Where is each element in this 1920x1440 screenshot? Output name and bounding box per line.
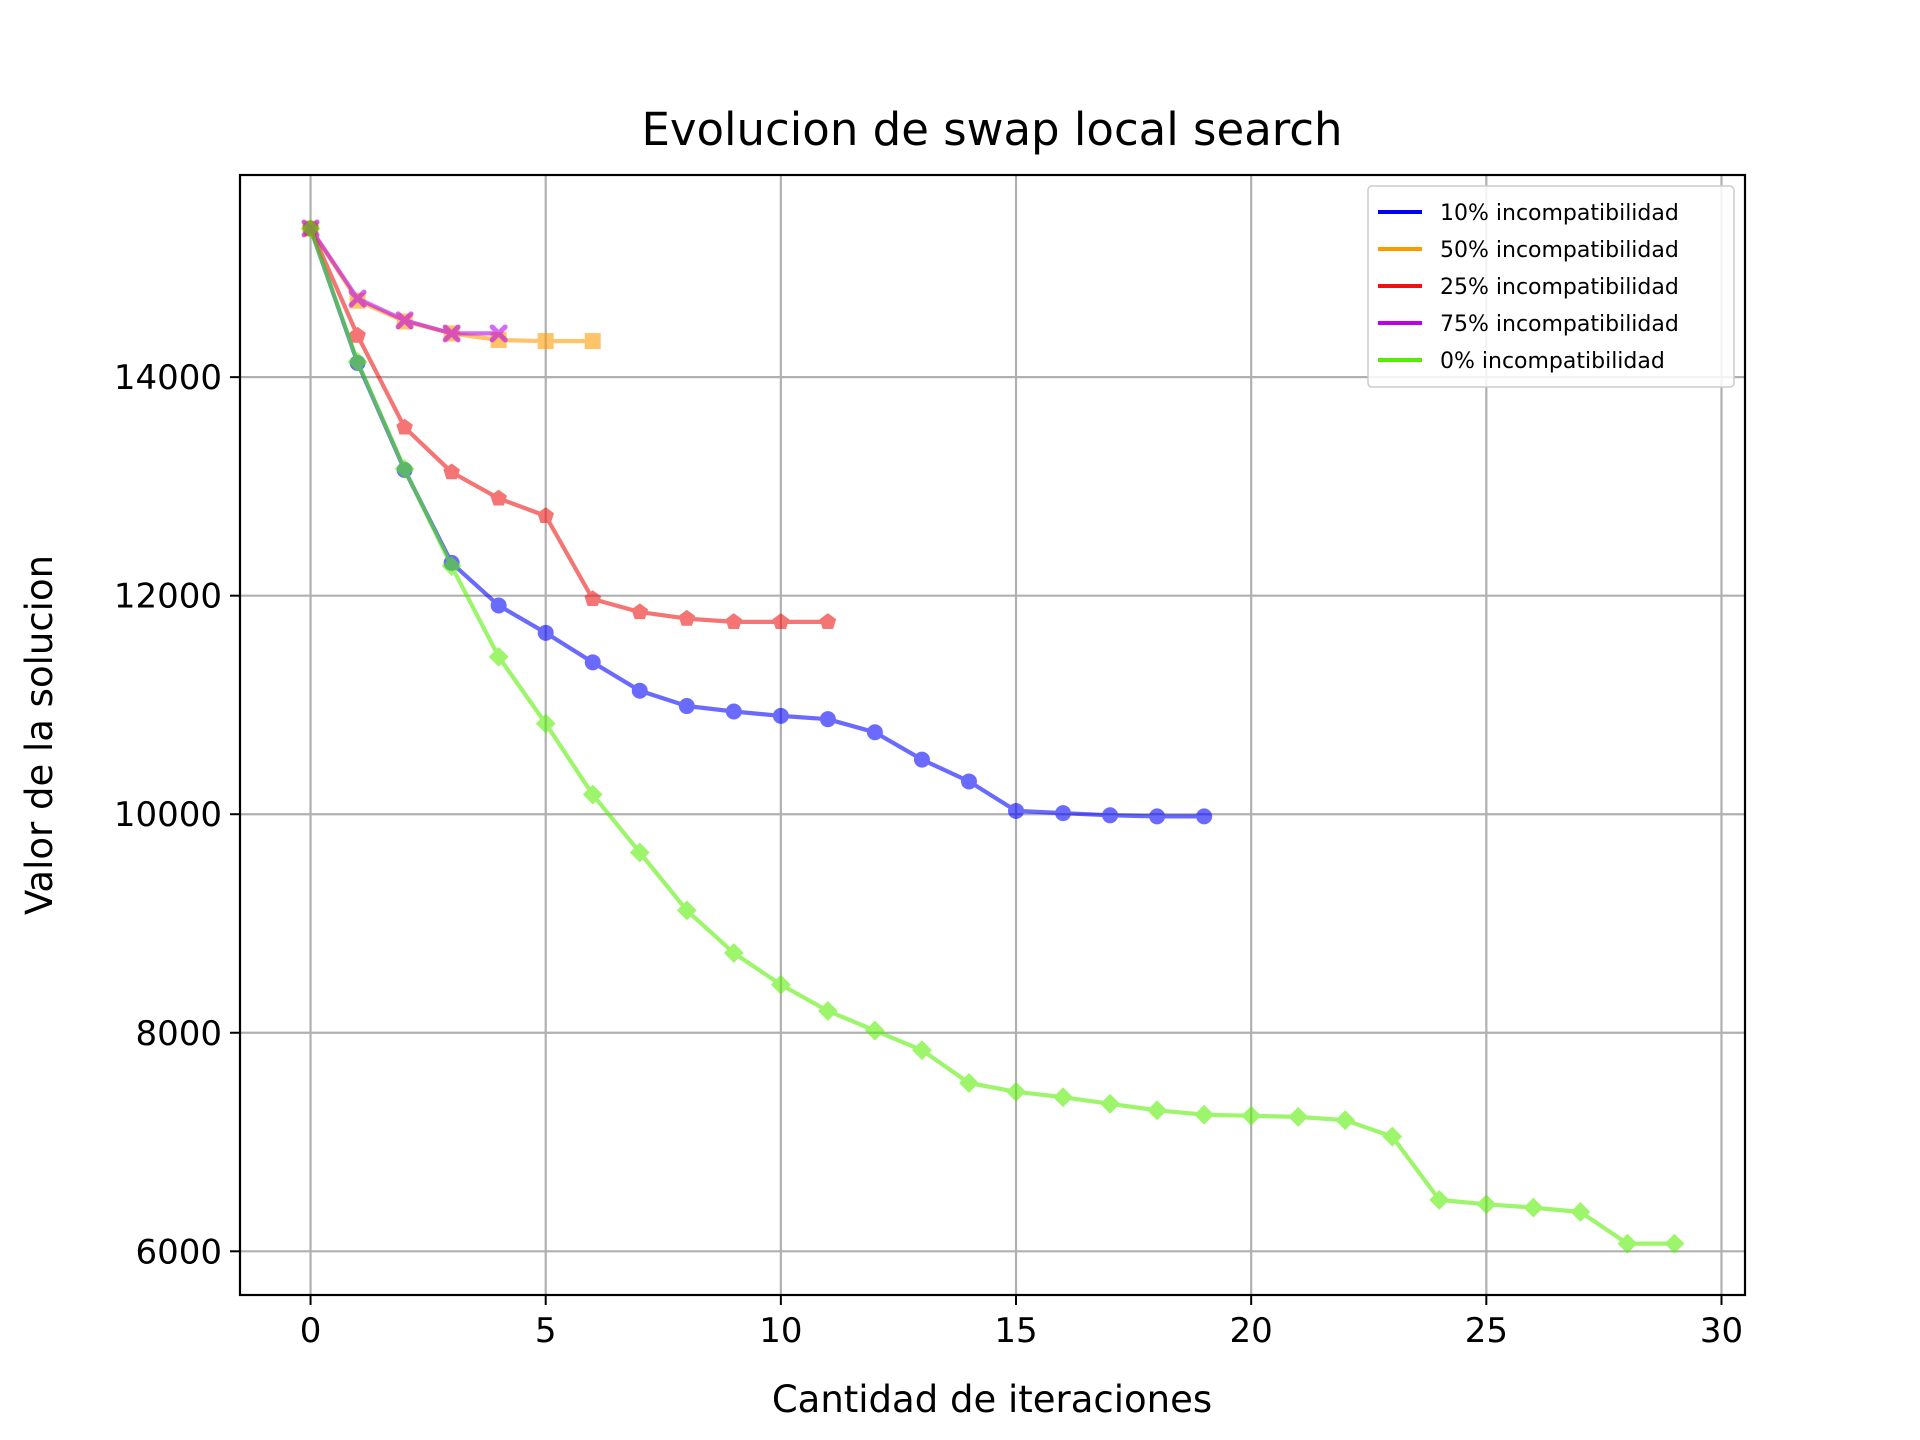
data-point [1570,1202,1591,1222]
data-point [441,556,462,577]
data-point [442,324,461,343]
data-point [1382,1126,1403,1147]
data-point [676,900,697,921]
data-point [537,333,554,350]
data-point [535,713,556,734]
data-point [443,463,460,480]
y-tick-label: 14000 [114,358,222,398]
data-point [1617,1233,1638,1254]
data-point [1147,1100,1168,1121]
data-point [1055,805,1072,822]
data-point [865,1020,885,1041]
legend: 10% incompatibilidad 50% incompatibilidad… [1367,185,1735,388]
y-tick-label: 6000 [135,1232,222,1272]
y-axis-title: Valor de la solucion [18,555,61,915]
data-point [1241,1105,1262,1126]
series-line [308,227,828,625]
data-point [537,624,554,641]
data-point [912,1040,932,1061]
data-point [678,698,695,715]
data-point [1335,1110,1356,1131]
series-layer [300,218,1685,1254]
data-point [1006,1081,1026,1102]
x-tick-label: 0 [300,1311,322,1351]
data-point [1429,1190,1450,1210]
data-point [960,773,977,790]
legend-box [1367,185,1735,388]
data-point [537,507,554,523]
data-point [490,597,507,614]
data-point [725,703,742,720]
data-point [772,613,790,629]
plot-frame [238,173,1747,1297]
data-point [819,711,836,728]
data-point [678,609,696,626]
data-point [772,707,789,724]
y-tick-label: 12000 [114,577,222,617]
data-point [1523,1197,1544,1218]
data-point [584,333,601,350]
data-point [817,1000,838,1021]
series-2 [302,219,837,629]
data-point [1102,807,1119,824]
data-point [1149,808,1166,825]
legend-label: 10% incompatibilidad [1440,201,1679,226]
data-point [1288,1106,1309,1127]
x-tick-label: 15 [994,1311,1037,1351]
data-point [723,943,744,963]
data-point [866,724,883,741]
data-point [490,489,507,506]
data-point [1196,808,1213,825]
data-point [1476,1194,1497,1215]
data-point [584,590,602,606]
y-tick-label: 10000 [114,795,222,835]
x-tick-label: 30 [1700,1311,1743,1351]
data-point [349,326,366,343]
data-point [394,459,415,479]
data-point [959,1073,979,1093]
data-point [582,784,603,805]
data-point [631,682,648,699]
data-point [1664,1233,1685,1254]
data-point [489,324,508,343]
data-point [1053,1087,1073,1108]
data-point [1194,1104,1215,1125]
x-tick-label: 5 [535,1311,557,1351]
tick-layer: 0 5 10 15 20 25 30 6000 8000 10000 12000 14000 [114,358,1743,1351]
legend-label: 25% incompatibilidad [1440,275,1679,300]
x-axis-title: Cantidad de iteraciones [772,1378,1212,1421]
data-point [347,351,368,372]
data-point [348,289,367,308]
series-4 [300,218,1685,1254]
x-tick-label: 10 [759,1311,802,1351]
data-point [396,418,413,435]
legend-label: 75% incompatibilidad [1440,312,1679,337]
chart-title: Evolucion de swap local search [641,103,1342,156]
data-point [488,646,509,667]
grid-layer [240,175,1745,1295]
data-point [584,654,601,671]
x-tick-label: 20 [1230,1311,1273,1351]
data-point [725,613,743,629]
data-point [1100,1093,1120,1114]
data-point [629,842,650,863]
data-point [395,311,414,330]
data-point [1008,802,1025,819]
x-tick-label: 25 [1465,1311,1508,1351]
legend-label: 50% incompatibilidad [1440,238,1679,263]
data-point [770,974,791,995]
y-tick-label: 8000 [135,1014,222,1054]
data-point [913,751,930,768]
data-point [819,613,837,629]
data-point [631,603,649,620]
legend-label: 0% incompatibilidad [1440,349,1665,374]
data-point [300,218,321,239]
